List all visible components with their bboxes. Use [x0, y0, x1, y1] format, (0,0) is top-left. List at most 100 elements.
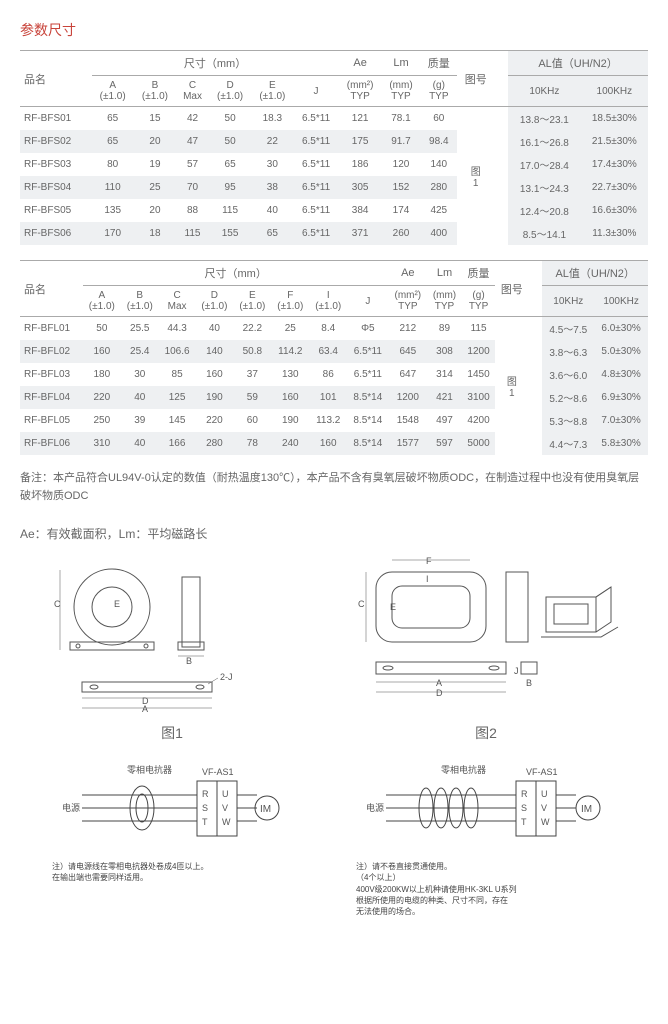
cell-k100: 4.8±30%	[594, 363, 648, 386]
cell-k100: 6.0±30%	[594, 317, 648, 341]
table-row: RF-BFS016515425018.36.5*1112178.160图 113…	[20, 107, 648, 131]
cell-a: 110	[92, 176, 134, 199]
cell-name: RF-BFS05	[20, 199, 92, 222]
circuit-row: 零相电抗器 VF-AS1 电源 R S T U V W IM 注）请电源线在零	[20, 763, 648, 917]
svg-text:零相电抗器: 零相电抗器	[441, 764, 486, 775]
cell-e: 40	[251, 199, 293, 222]
th-100k: 100KHz	[594, 286, 648, 317]
cell-mass: 5000	[462, 432, 495, 455]
cell-e: 37	[233, 363, 271, 386]
cell-a: 180	[83, 363, 121, 386]
cell-e: 78	[233, 432, 271, 455]
cell-e: 18.3	[251, 107, 293, 131]
svg-text:V: V	[541, 803, 547, 813]
cell-ae: 305	[339, 176, 382, 199]
cell-d: 65	[209, 153, 251, 176]
cell-b: 25.5	[121, 317, 159, 341]
svg-text:B: B	[526, 678, 532, 688]
cell-b: 25	[134, 176, 176, 199]
cell-mass: 140	[420, 153, 457, 176]
cell-k100: 18.5±30%	[581, 107, 648, 131]
th-ae-sub: (mm²) TYP	[389, 286, 428, 317]
cell-j: 8.5*14	[347, 386, 388, 409]
cell-d: 140	[195, 340, 233, 363]
cell-k10: 16.1～26.8	[508, 130, 580, 153]
cell-j: 6.5*11	[294, 130, 339, 153]
svg-text:VF-AS1: VF-AS1	[526, 767, 558, 777]
cell-c: 70	[176, 176, 209, 199]
svg-text:S: S	[202, 803, 208, 813]
svg-text:U: U	[541, 789, 548, 799]
cell-mass: 1450	[462, 363, 495, 386]
th-fig: 图号	[495, 261, 528, 317]
svg-text:I: I	[426, 574, 429, 584]
th-f: F (±1.0)	[271, 286, 309, 317]
cell-c: 115	[176, 222, 209, 245]
th-lm: Lm	[382, 51, 421, 76]
circuit-1-note: 注）请电源线在零相电抗器处卷成4匝以上。 在输出端也需要同样适用。	[52, 861, 292, 883]
th-b: B (±1.0)	[134, 76, 176, 107]
th-a: A (±1.0)	[83, 286, 121, 317]
cell-lm: 91.7	[382, 130, 421, 153]
cell-lm: 314	[427, 363, 462, 386]
cell-lm: 597	[427, 432, 462, 455]
cell-e: 65	[251, 222, 293, 245]
cell-a: 250	[83, 409, 121, 432]
cell-lm: 89	[427, 317, 462, 341]
cell-a: 135	[92, 199, 134, 222]
svg-text:A: A	[436, 678, 442, 688]
th-mass-sub: (g) TYP	[420, 76, 457, 107]
cell-j: 6.5*11	[294, 176, 339, 199]
cell-a: 310	[83, 432, 121, 455]
cell-b: 19	[134, 153, 176, 176]
th-j: J	[294, 76, 339, 107]
svg-text:VF-AS1: VF-AS1	[202, 767, 234, 777]
cell-i: 8.4	[309, 317, 347, 341]
cell-a: 220	[83, 386, 121, 409]
note-text: 备注：本产品符合UL94V-0认定的数值（耐热温度130℃），本产品不含有臭氧层…	[20, 470, 648, 505]
table-bfl: 品名 尺寸（mm） Ae Lm 质量 图号 AL值（UH/N2） A (±1.0…	[20, 260, 648, 455]
th-ae: Ae	[339, 51, 382, 76]
table-row: RF-BFS0617018115155656.5*113712604008.5～…	[20, 222, 648, 245]
th-lm-sub: (mm) TYP	[382, 76, 421, 107]
cell-mass: 4200	[462, 409, 495, 432]
cell-a: 170	[92, 222, 134, 245]
cell-i: 101	[309, 386, 347, 409]
cell-b: 39	[121, 409, 159, 432]
svg-text:W: W	[541, 817, 550, 827]
cell-d: 160	[195, 363, 233, 386]
cell-lm: 78.1	[382, 107, 421, 131]
svg-text:R: R	[521, 789, 528, 799]
cell-k10: 13.8～23.1	[508, 107, 580, 131]
cell-e: 22.2	[233, 317, 271, 341]
cell-d: 115	[209, 199, 251, 222]
th-lm: Lm	[427, 261, 462, 286]
cell-c: 85	[159, 363, 196, 386]
th-b: B (±1.0)	[121, 286, 159, 317]
cell-name: RF-BFS06	[20, 222, 92, 245]
table-row: RF-BFL0422040125190591601018.5*141200421…	[20, 386, 648, 409]
svg-text:F: F	[426, 556, 432, 566]
th-d: D (±1.0)	[195, 286, 233, 317]
cell-mass: 115	[462, 317, 495, 341]
cell-j: Φ5	[347, 317, 388, 341]
circuit-2-note: 注）请不卷直接贯通使用。 （4个以上） 400V级200KW以上机种请使用HK-…	[356, 861, 616, 917]
cell-b: 20	[134, 199, 176, 222]
table-row: RF-BFL015025.544.34022.2258.4Φ521289115图…	[20, 317, 648, 341]
cell-f: 240	[271, 432, 309, 455]
cell-ae: 175	[339, 130, 382, 153]
cell-e: 22	[251, 130, 293, 153]
cell-mass: 98.4	[420, 130, 457, 153]
cell-i: 63.4	[309, 340, 347, 363]
cell-lm: 260	[382, 222, 421, 245]
circuit-2-svg: 零相电抗器 VF-AS1 电源 R S T U V W IM	[356, 763, 616, 853]
cell-f: 25	[271, 317, 309, 341]
cell-d: 50	[209, 130, 251, 153]
cell-j: 8.5*14	[347, 409, 388, 432]
table-row: RF-BFL03180308516037130866.5*11647314145…	[20, 363, 648, 386]
cell-b: 20	[134, 130, 176, 153]
diagram-2-svg: C E F I A D J B	[346, 552, 626, 712]
cell-f: 130	[271, 363, 309, 386]
cell-name: RF-BFS03	[20, 153, 92, 176]
cell-j: 6.5*11	[347, 363, 388, 386]
